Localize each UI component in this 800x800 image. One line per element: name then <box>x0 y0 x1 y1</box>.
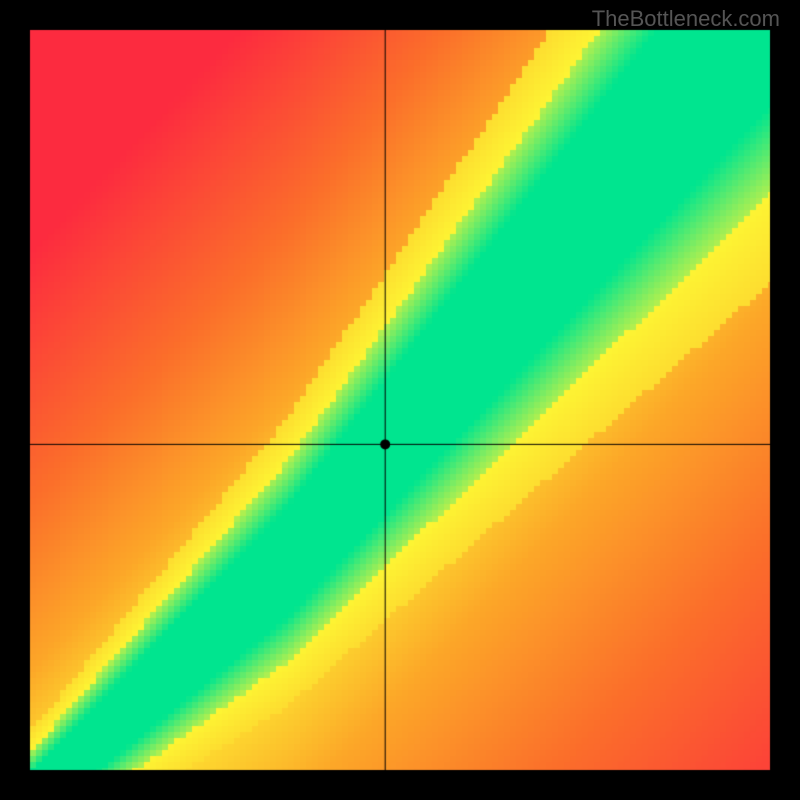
watermark-text: TheBottleneck.com <box>592 6 780 32</box>
bottleneck-heatmap <box>0 0 800 800</box>
chart-container: TheBottleneck.com <box>0 0 800 800</box>
